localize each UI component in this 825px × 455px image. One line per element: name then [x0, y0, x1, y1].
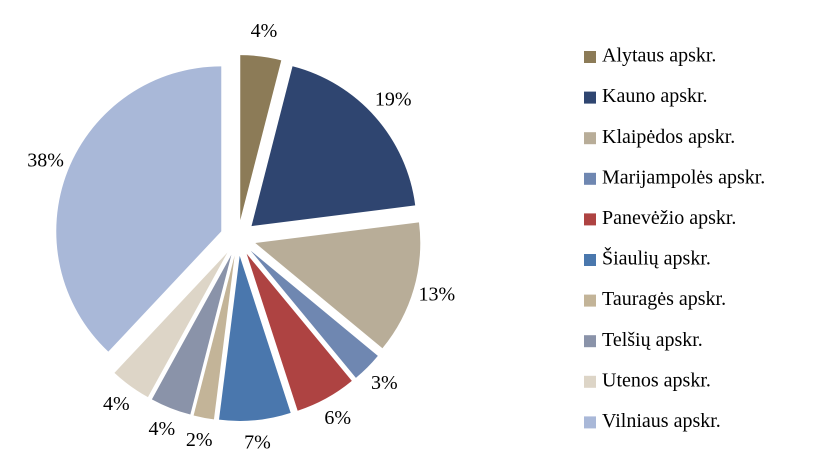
data-label: 7%	[244, 432, 271, 454]
legend-label: Utenos apskr.	[602, 369, 711, 391]
legend-label: Vilniaus apskr.	[602, 410, 721, 432]
data-label: 4%	[148, 418, 175, 440]
legend-swatch	[584, 132, 596, 145]
legend-label: Šiaulių apskr.	[602, 246, 711, 270]
data-label: 38%	[27, 149, 64, 171]
data-label: 6%	[324, 407, 351, 429]
legend-swatch	[584, 416, 596, 429]
data-label: 19%	[375, 89, 412, 111]
pie-slice	[151, 254, 232, 415]
legend-label: Kauno apskr.	[602, 85, 708, 107]
pie-slice	[250, 250, 378, 378]
pie-slice	[246, 253, 352, 411]
legend-label: Marijampolės apskr.	[602, 166, 765, 188]
pie-slice	[251, 66, 416, 227]
data-label: 2%	[186, 429, 213, 451]
legend-label: Alytaus apskr.	[602, 45, 716, 67]
legend-swatch	[584, 172, 596, 185]
legend-label: Telšių apskr.	[602, 329, 703, 351]
pie-slice	[193, 255, 235, 420]
legend-swatch	[584, 51, 596, 63]
pie-slice	[114, 252, 228, 398]
pie-slice	[56, 66, 222, 352]
pie-slice	[240, 55, 282, 221]
legend-label: Klaipėdos apskr.	[602, 126, 735, 148]
pie-slice	[219, 255, 291, 421]
data-label: 3%	[371, 372, 398, 394]
legend-swatch	[584, 335, 596, 348]
legend-swatch	[584, 254, 596, 266]
data-label: 4%	[251, 20, 278, 42]
data-label: 4%	[103, 393, 130, 415]
data-label: 13%	[418, 283, 455, 305]
legend-label: Tauragės apskr.	[602, 288, 726, 310]
legend-swatch	[584, 91, 596, 104]
legend-swatch	[584, 213, 596, 226]
legend-swatch	[584, 375, 596, 388]
pie-slice	[255, 222, 421, 349]
legend-swatch	[584, 294, 596, 307]
legend-label: Panevėžio apskr.	[602, 207, 736, 229]
